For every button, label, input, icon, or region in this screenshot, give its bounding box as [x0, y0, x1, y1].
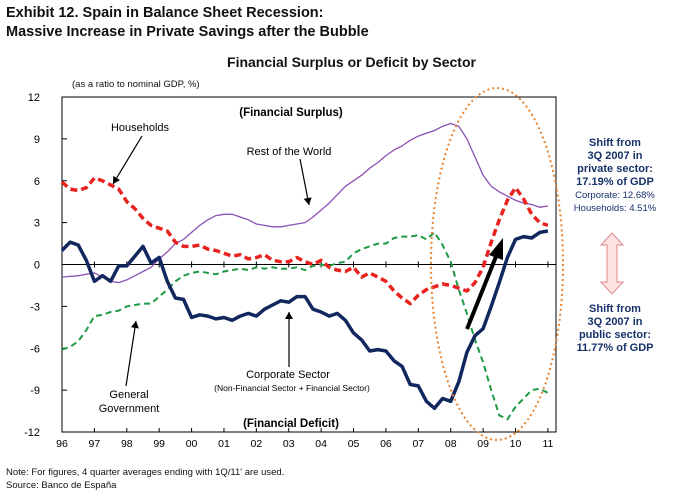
private-shift-note: Shift from 3Q 2007 in private sector: 17… — [560, 137, 670, 215]
x-tick-label: 09 — [477, 438, 489, 450]
trend-arrow-line — [465, 253, 499, 330]
government-pointer-head — [131, 321, 139, 329]
corporate-sector-line — [60, 229, 549, 411]
y-tick-label: 6 — [34, 176, 40, 188]
footer-source: Source: Banco de España — [6, 480, 117, 491]
exhibit-title: Exhibit 12. Spain in Balance Sheet Reces… — [6, 5, 324, 21]
x-tick-label: 96 — [56, 438, 68, 450]
corporate-share: Corporate: 12.68% — [575, 190, 655, 201]
y-tick-label: -12 — [24, 427, 40, 439]
households-label: Households — [111, 122, 170, 134]
footer: Note: For figures, 4 quarter averages en… — [6, 466, 284, 492]
public-shift-note: Shift from 3Q 2007 in public sector: 11.… — [560, 303, 670, 355]
public-shift-line2: 3Q 2007 in — [587, 316, 643, 328]
private-shift-line1: Shift from — [589, 137, 641, 149]
unit-note: (as a ratio to nominal GDP, %) — [72, 79, 200, 90]
exhibit-heading: Exhibit 12. Spain in Balance Sheet Reces… — [6, 4, 369, 42]
y-tick-label: -9 — [30, 385, 40, 397]
y-tick-label: 9 — [34, 134, 40, 146]
x-tick-label: 08 — [445, 438, 457, 450]
rest-of-world-label: Rest of the World — [247, 146, 332, 158]
corporate-pointer-head — [285, 312, 293, 319]
y-tick-label: 12 — [28, 92, 40, 104]
deficit-label: (Financial Deficit) — [243, 418, 339, 430]
rest-of-world-pointer-head — [303, 197, 312, 205]
x-tick-label: 01 — [218, 438, 230, 450]
x-tick-label: 06 — [380, 438, 392, 450]
government-label-2: Government — [99, 403, 160, 415]
corporate-label: Corporate Sector — [246, 369, 330, 381]
households-line — [60, 176, 549, 306]
rest-of-the-world-line — [61, 122, 549, 284]
households-share: Households: 4.51% — [573, 203, 657, 214]
shift-arrow-icon — [599, 232, 625, 295]
government-label: General — [109, 389, 148, 401]
highlight-ellipse — [430, 87, 564, 441]
exhibit-subtitle: Massive Increase in Private Savings afte… — [6, 24, 369, 40]
x-tick-label: 04 — [315, 438, 327, 450]
private-shift-line2: 3Q 2007 in — [587, 150, 643, 162]
x-tick-label: 00 — [186, 438, 198, 450]
public-shift-line3: public sector: — [578, 329, 652, 341]
y-tick-label: -3 — [30, 301, 40, 313]
x-tick-label: 07 — [412, 438, 424, 450]
households-pointer-head — [113, 175, 120, 184]
rest-of-world-pointer — [299, 158, 310, 206]
y-tick-label: 3 — [34, 218, 40, 230]
households-pointer — [112, 135, 143, 185]
x-tick-label: 05 — [348, 438, 360, 450]
surplus-label: (Financial Surplus) — [239, 107, 343, 119]
trend-arrow-head — [489, 238, 503, 260]
x-tick-label: 10 — [510, 438, 522, 450]
general-government-line — [61, 231, 549, 421]
x-tick-label: 03 — [283, 438, 295, 450]
x-tick-label: 11 — [542, 438, 553, 450]
x-tick-label: 97 — [89, 438, 101, 450]
corporate-sublabel: (Non-Financial Sector + Financial Sector… — [214, 383, 370, 393]
y-tick-label: -6 — [30, 343, 40, 355]
x-tick-label: 98 — [121, 438, 133, 450]
x-tick-label: 02 — [251, 438, 263, 450]
public-shift-line4: 11.77% of GDP — [576, 342, 654, 354]
public-shift-line1: Shift from — [589, 303, 641, 315]
private-shift-line3: private sector: — [577, 163, 653, 175]
footer-note: Note: For figures, 4 quarter averages en… — [6, 467, 285, 478]
x-tick-label: 99 — [153, 438, 165, 450]
government-pointer — [125, 320, 137, 387]
private-shift-line4: 17.19% of GDP — [576, 176, 654, 188]
y-tick-label: 0 — [34, 260, 40, 272]
chart-title: Financial Surplus or Deficit by Sector — [227, 54, 476, 70]
chart-annotations: (Financial Surplus) (Financial Deficit) Ho… — [99, 87, 625, 441]
series-layer — [60, 122, 549, 421]
